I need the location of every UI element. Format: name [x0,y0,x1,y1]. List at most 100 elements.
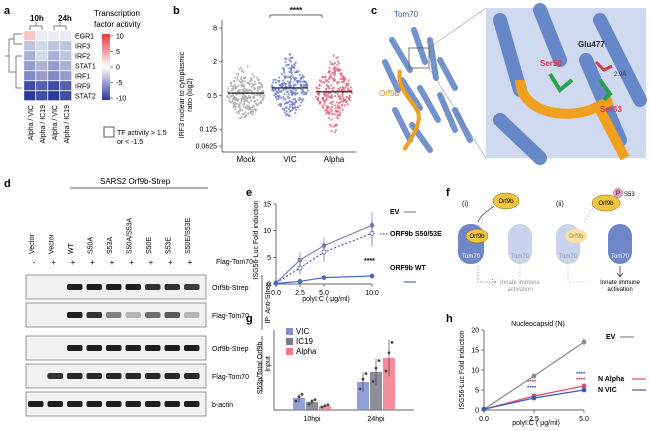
b-dot [338,98,341,101]
b-dot [337,68,341,71]
b-dot [243,88,246,91]
d-band [145,312,161,318]
b-dot [334,107,337,110]
d-band [184,345,200,351]
b-dot [274,95,277,98]
f-i-inhibit [477,266,497,286]
b-dot [283,71,286,74]
b-dot [276,79,279,82]
b-dot [315,87,319,90]
panel-e: e ISG56-Luc Fold induction 0 5 10 15 0.0 2.5 5… [246,187,442,303]
b-dot [284,60,287,64]
b-dot [286,101,289,105]
b-dot [247,89,250,92]
b-dot [283,102,286,106]
heatmap-cell [59,30,72,41]
d-band [125,345,141,351]
b-dot [347,79,350,82]
b-dot [343,104,347,107]
b-dot [240,70,243,73]
b-dot [253,93,256,97]
e-chart: 0 5 10 15 0.0 2.5 5.0 10.0 [263,202,379,298]
b-dot [283,82,286,85]
b-dot [330,106,334,109]
b-dot [294,61,297,64]
d-band [86,312,102,318]
b-dot [239,88,242,91]
f-i-orf9b-bound [465,228,489,244]
b-dot [257,78,260,81]
b-dot [245,114,248,117]
b-dot [347,82,350,85]
b-dot [337,102,340,105]
heatmap-row-label: STAT2 [75,94,96,101]
b-dot [294,71,297,74]
b-dot [297,70,300,73]
b-dot [274,88,277,91]
b-dot [323,101,327,104]
heatmap-cell [47,60,60,71]
h-chart-point [581,387,587,393]
f-ii-innate-1: Innate immune [600,280,640,286]
b-dot [241,103,245,106]
b-dot [243,105,246,108]
b-dot [328,117,331,120]
d-input-label: Input [265,356,272,372]
b-dot [233,97,237,100]
b-dot [330,84,333,87]
b-dot [260,102,263,105]
b-dot [233,104,236,107]
b-dot [349,86,352,89]
b-dot [243,80,247,83]
b-dot [294,93,297,96]
d-tom70-sign: + [129,258,134,267]
b-dot [283,109,286,112]
e-chart-point [297,265,303,271]
f-i-orf9b-bound-label: Orf9b [469,234,485,240]
heatmap-cell [59,40,72,51]
b-dot [322,99,325,102]
b-dot [242,85,245,88]
b-dot [292,98,295,101]
d-blot-label: Orf9b-Strep [212,346,249,353]
b-xlabel: Alpha [324,155,345,164]
d-band [106,284,122,290]
b-dot [243,115,246,119]
b-dot [247,94,251,97]
h-sig-4: **** [576,378,586,384]
b-dot [251,106,254,109]
b-dot [332,100,335,103]
panel-h: h Nucleocapsid (N) ISG56-Luc Fold induct… [446,313,646,427]
h-chart-ytick-label: 20 [471,328,479,335]
b-dot [314,95,318,98]
g-replicate-dot [374,366,378,370]
d-blots: Orf9b-Strep Flag-Tom70 Orf9b-Strep Flag-Tom… [25,274,249,417]
b-dot [241,108,244,112]
d-lane-label: S50A [88,237,95,254]
f-i-tom70-ghost-label: Tom70 [511,254,530,260]
b-dot [245,98,248,101]
g-replicate-dot [300,393,304,396]
b-dot [329,73,332,76]
b-dot [346,103,349,106]
d-band [67,345,83,351]
g-xlabel: 24hpi [367,416,385,423]
b-dot [256,90,259,93]
g-legend-label: IC19 [296,337,313,346]
b-dot [288,76,291,79]
f-i-orf9b-free [492,192,520,210]
b-dot [293,63,296,66]
c-zoom-line-1 [428,7,487,49]
h-sig-3: **** [576,372,586,378]
d-band [86,284,102,290]
b-dot [271,81,275,84]
b-dot [341,95,344,98]
b-dot [288,82,291,85]
b-dot [330,95,333,98]
b-dot [294,112,297,115]
b-dot [279,105,282,108]
b-dot [347,97,350,100]
b-dot [243,76,247,79]
b-dot [228,97,231,100]
e-chart-series-line [275,275,373,285]
